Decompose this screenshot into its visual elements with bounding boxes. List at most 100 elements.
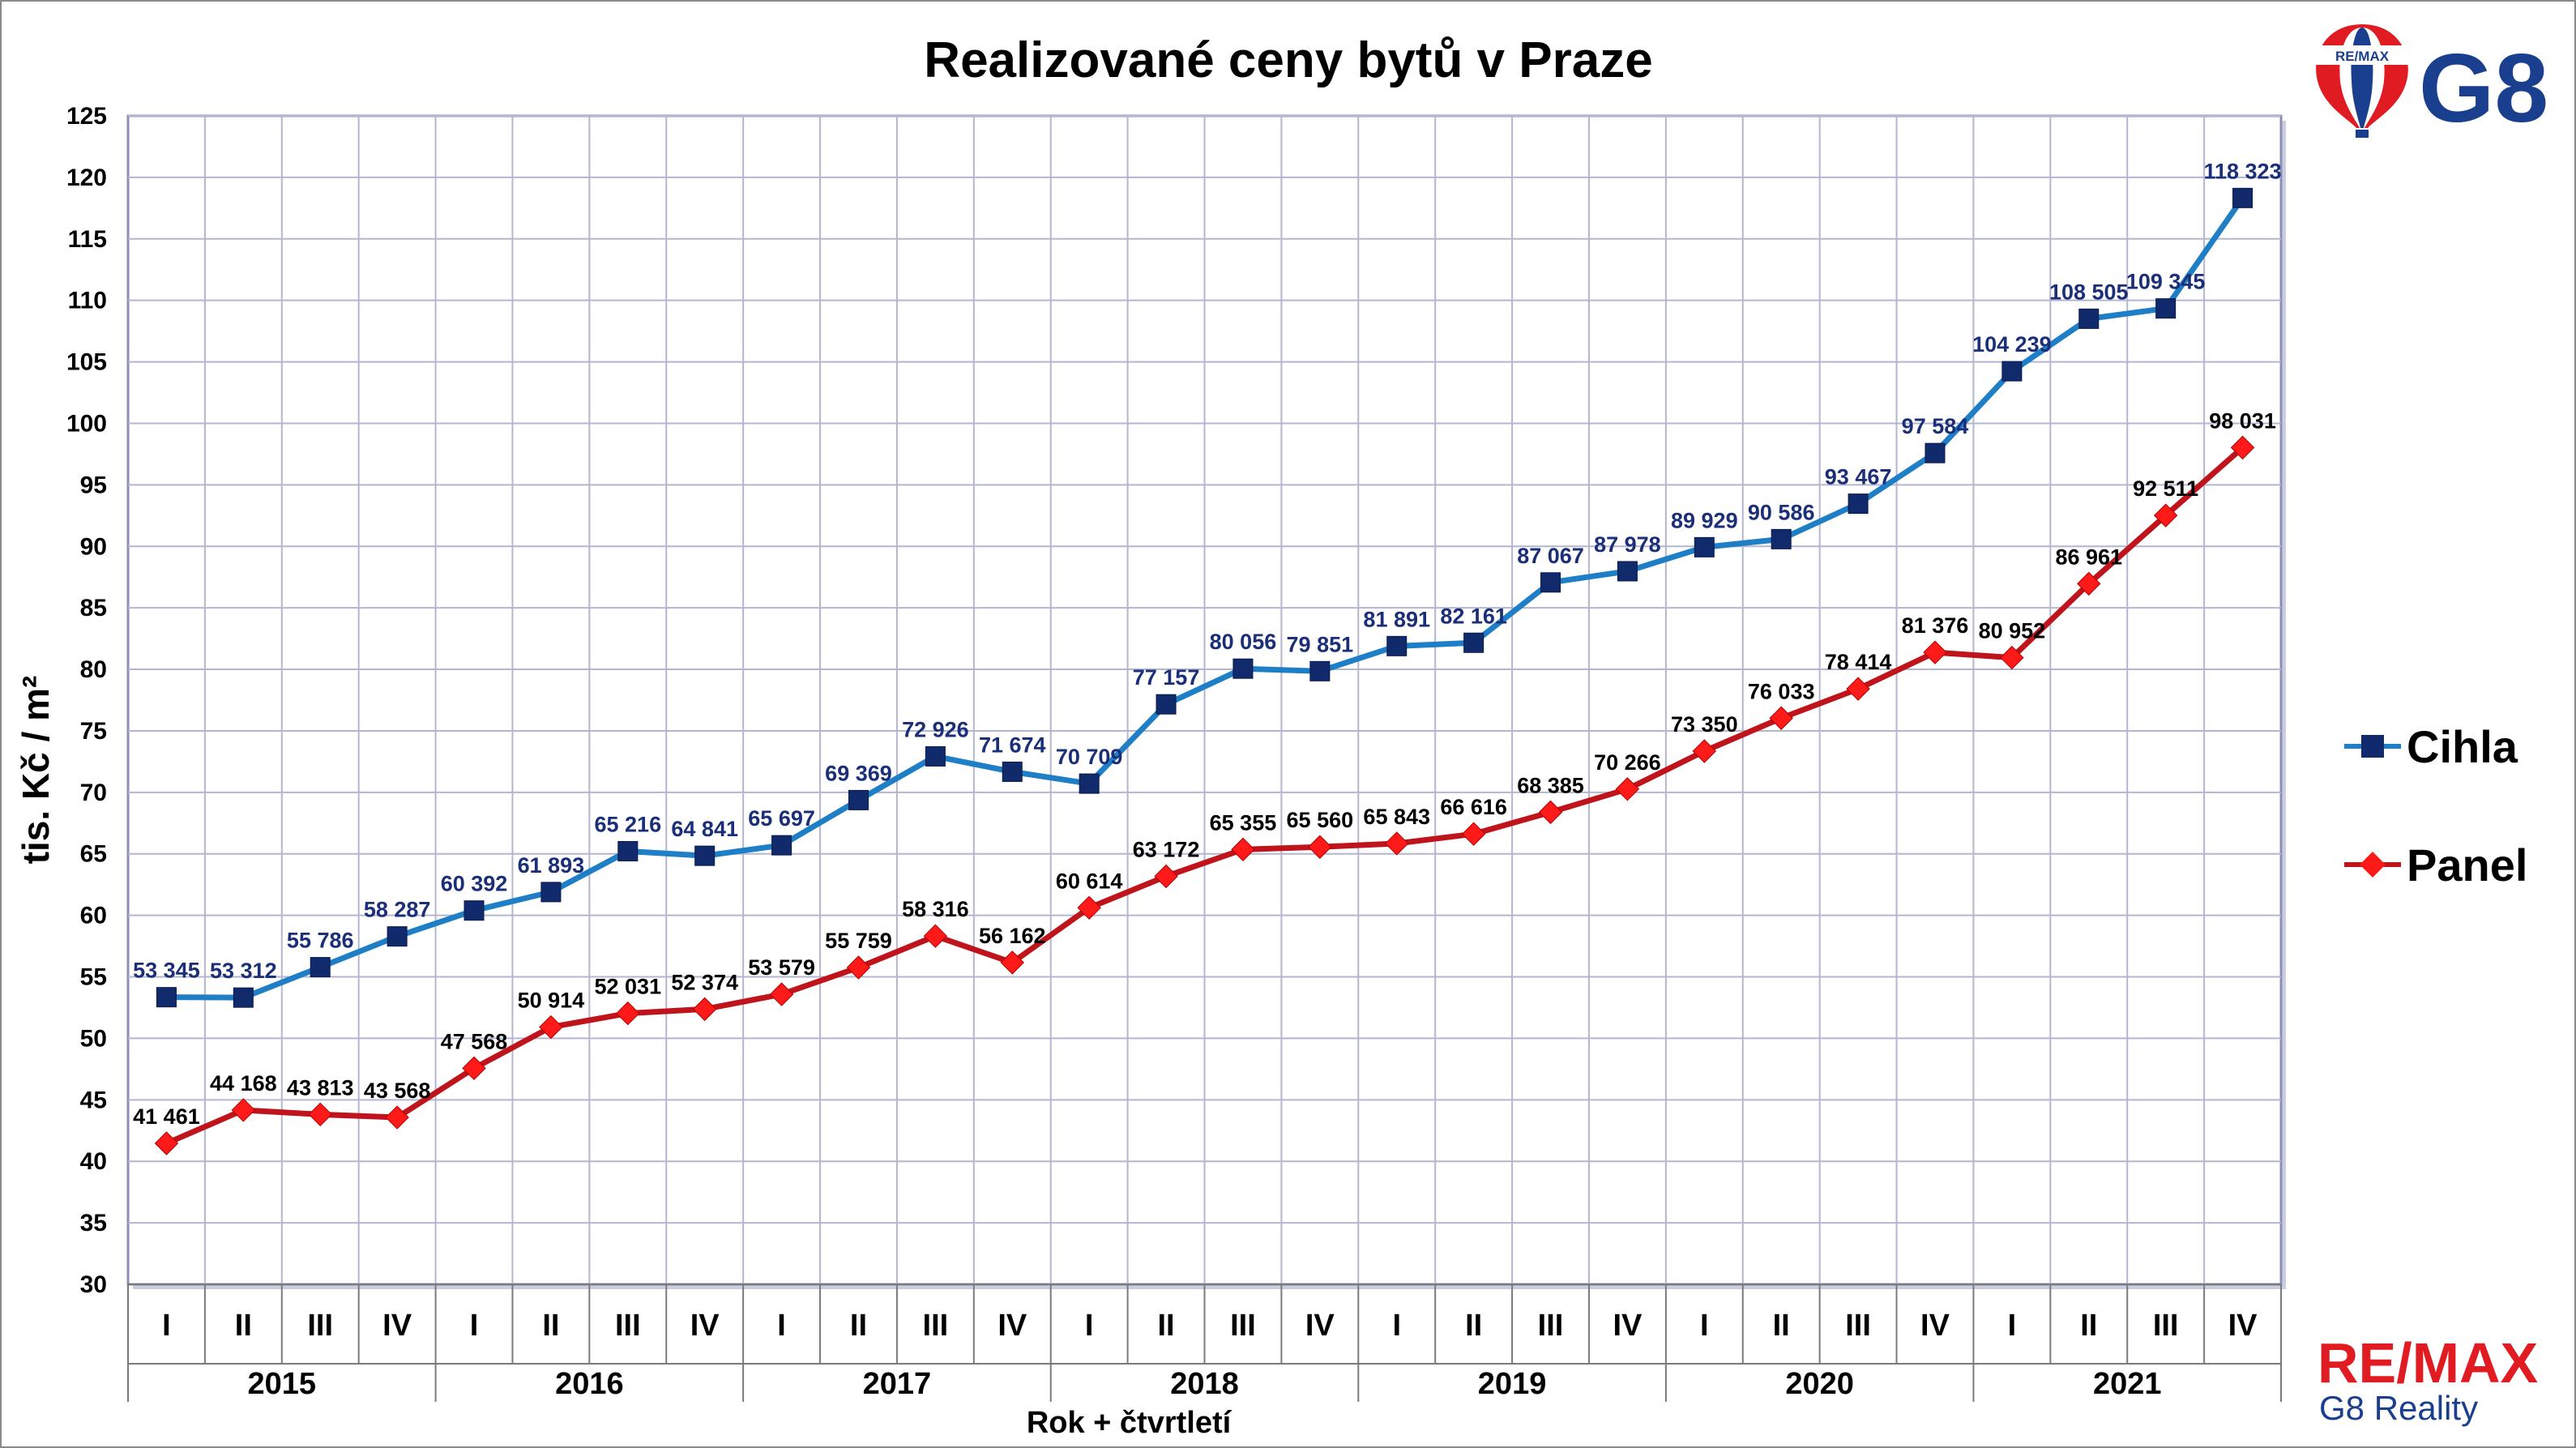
marker-panel: [1461, 822, 1486, 846]
marker-panel: [1769, 706, 1793, 730]
marker-cihla: [1848, 493, 1869, 515]
quarter-label: I: [470, 1309, 479, 1343]
remax-logo-text: RE/MAX: [2318, 1331, 2539, 1395]
quarter-label: II: [542, 1309, 559, 1343]
marker-panel: [1000, 950, 1024, 975]
data-label-panel: 58 316: [902, 897, 969, 921]
data-label-cihla: 60 392: [441, 872, 508, 896]
y-tick-label: 55: [80, 964, 107, 991]
data-label-cihla: 65 216: [595, 812, 662, 836]
y-tick-label: 35: [80, 1210, 107, 1237]
y-axis-label: tis. Kč / m²: [15, 676, 57, 865]
data-label-cihla: 61 893: [518, 853, 585, 878]
marker-cihla: [1079, 773, 1100, 794]
marker-cihla: [2078, 308, 2100, 329]
marker-panel: [1154, 864, 1178, 889]
data-label-panel: 43 568: [364, 1079, 431, 1103]
data-label-cihla: 81 891: [1363, 607, 1430, 631]
quarter-label: I: [777, 1309, 786, 1343]
legend-label-panel: Panel: [2407, 839, 2527, 891]
y-tick-label: 85: [80, 595, 107, 621]
data-label-cihla: 97 584: [1902, 414, 1969, 438]
quarter-label: I: [1700, 1309, 1709, 1343]
data-label-panel: 60 614: [1056, 869, 1123, 893]
data-label-panel: 47 568: [441, 1029, 508, 1053]
chart-title: Realizované ceny bytů v Praze: [924, 32, 1652, 88]
marker-panel: [2077, 571, 2101, 596]
y-tick-label: 100: [66, 410, 107, 437]
legend-item-panel: Panel: [2344, 839, 2527, 891]
data-label-panel: 53 579: [748, 955, 815, 980]
data-label-panel: 65 560: [1287, 808, 1354, 832]
marker-panel: [1077, 895, 1101, 920]
data-label-panel: 73 350: [1671, 712, 1738, 737]
data-label-panel: 56 162: [979, 924, 1046, 948]
data-label-panel: 68 385: [1517, 773, 1584, 797]
quarter-label: III: [1230, 1309, 1256, 1343]
quarter-label: IV: [2228, 1309, 2258, 1343]
y-tick-label: 115: [68, 226, 107, 253]
legend: Cihla Panel: [2344, 721, 2527, 891]
quarter-label: II: [1465, 1309, 1482, 1343]
quarter-label: III: [1845, 1309, 1871, 1343]
data-label-panel: 76 033: [1748, 679, 1815, 703]
quarter-label: IV: [690, 1309, 720, 1343]
data-label-cihla: 80 056: [1210, 630, 1277, 654]
y-tick-label: 60: [80, 903, 107, 929]
legend-item-cihla: Cihla: [2344, 721, 2518, 772]
marker-cihla: [694, 845, 716, 866]
data-label-panel: 65 355: [1210, 810, 1277, 835]
quarter-label: IV: [1305, 1309, 1335, 1343]
data-label-panel: 52 374: [671, 970, 738, 994]
quarter-label: III: [307, 1309, 333, 1343]
data-label-cihla: 69 369: [825, 761, 892, 785]
marker-cihla: [1002, 761, 1023, 782]
data-label-panel: 43 813: [287, 1075, 354, 1100]
year-label: 2019: [1478, 1367, 1547, 1401]
marker-cihla: [925, 745, 946, 767]
year-label: 2021: [2093, 1367, 2162, 1401]
y-tick-label: 110: [68, 288, 107, 314]
quarter-label: III: [2153, 1309, 2179, 1343]
quarter-label: III: [1538, 1309, 1564, 1343]
marker-cihla: [540, 882, 562, 903]
marker-cihla: [2232, 187, 2253, 208]
data-label-cihla: 53 345: [133, 959, 200, 983]
marker-panel: [2153, 503, 2178, 528]
marker-panel: [539, 1014, 563, 1040]
data-label-panel: 81 376: [1902, 613, 1969, 638]
data-label-cihla: 64 841: [671, 817, 738, 841]
data-label-panel: 92 511: [2133, 476, 2198, 501]
y-tick-label: 80: [80, 656, 107, 683]
marker-cihla: [464, 900, 485, 921]
marker-panel: [692, 997, 717, 1022]
y-tick-label: 70: [80, 780, 107, 806]
quarter-label: III: [923, 1309, 949, 1343]
data-label-cihla: 82 161: [1440, 604, 1507, 628]
marker-cihla: [1694, 536, 1715, 557]
marker-cihla: [233, 987, 254, 1008]
remax-balloon-logo: RE/MAX: [2313, 24, 2411, 138]
marker-cihla: [1309, 660, 1331, 681]
data-label-cihla: 72 926: [902, 717, 969, 741]
y-axis-ticks: 30 35 40 45 50 55 60 65 70 75 80 85 90 95 100 105 110 115…: [66, 103, 107, 1298]
marker-panel: [923, 924, 948, 948]
marker-cihla: [1463, 632, 1485, 653]
quarter-label: IV: [1613, 1309, 1643, 1343]
quarter-label: III: [615, 1309, 641, 1343]
series-group: [154, 187, 2255, 1155]
y-tick-label: 65: [80, 841, 107, 868]
marker-cihla: [2155, 298, 2177, 319]
marker-panel: [1923, 640, 1947, 664]
marker-cihla: [1156, 694, 1177, 715]
data-label-cihla: 79 851: [1287, 632, 1354, 656]
data-label-panel: 66 616: [1440, 795, 1507, 819]
marker-cihla: [771, 835, 792, 856]
marker-panel: [846, 955, 871, 980]
quarter-label: IV: [1920, 1309, 1950, 1343]
year-label: 2015: [248, 1367, 317, 1401]
data-label-cihla: 89 929: [1671, 508, 1738, 532]
data-label-panel: 70 266: [1594, 750, 1661, 775]
marker-panel: [2230, 435, 2255, 460]
